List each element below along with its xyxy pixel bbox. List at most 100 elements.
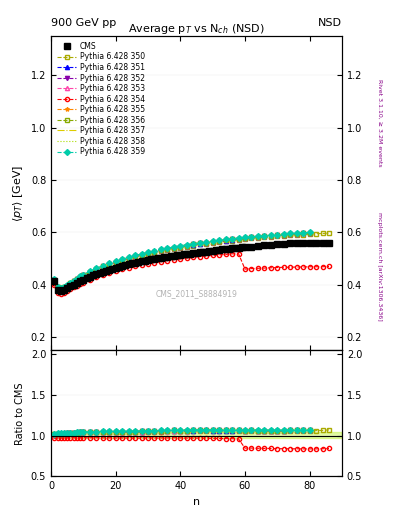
- Pythia 6.428 359: [72, 278, 76, 284]
- Pythia 6.428 359: [230, 236, 234, 242]
- Pythia 6.428 351: [223, 238, 228, 244]
- Pythia 6.428 353: [178, 244, 183, 250]
- Pythia 6.428 358: [301, 230, 305, 236]
- Pythia 6.428 351: [262, 233, 267, 240]
- Pythia 6.428 350: [146, 251, 151, 257]
- Pythia 6.428 359: [94, 265, 99, 271]
- Pythia 6.428 355: [101, 263, 105, 269]
- Pythia 6.428 351: [59, 286, 63, 292]
- Pythia 6.428 359: [171, 244, 176, 250]
- Pythia 6.428 359: [101, 263, 105, 269]
- Pythia 6.428 352: [230, 237, 234, 243]
- Pythia 6.428 359: [275, 231, 280, 238]
- Pythia 6.428 355: [59, 286, 63, 292]
- Pythia 6.428 356: [52, 276, 57, 283]
- Pythia 6.428 359: [107, 260, 112, 266]
- Pythia 6.428 351: [165, 246, 170, 252]
- Pythia 6.428 356: [72, 278, 76, 284]
- Pythia 6.428 351: [126, 255, 131, 262]
- Pythia 6.428 354: [230, 251, 234, 257]
- CMS: [133, 260, 138, 266]
- Pythia 6.428 350: [72, 278, 76, 284]
- Pythia 6.428 350: [223, 238, 228, 244]
- CMS: [288, 240, 292, 246]
- Pythia 6.428 355: [223, 237, 228, 243]
- Pythia 6.428 353: [113, 259, 118, 265]
- Pythia 6.428 356: [236, 236, 241, 242]
- Pythia 6.428 359: [159, 246, 163, 252]
- Y-axis label: Ratio to CMS: Ratio to CMS: [15, 382, 25, 444]
- Pythia 6.428 356: [178, 244, 183, 250]
- Pythia 6.428 353: [94, 266, 99, 272]
- Pythia 6.428 354: [78, 281, 83, 287]
- Pythia 6.428 355: [68, 280, 73, 286]
- Pythia 6.428 351: [113, 259, 118, 265]
- Pythia 6.428 352: [107, 261, 112, 267]
- Pythia 6.428 351: [294, 230, 299, 237]
- Pythia 6.428 356: [55, 284, 60, 290]
- Pythia 6.428 357: [81, 272, 86, 278]
- Pythia 6.428 353: [72, 279, 76, 285]
- Pythia 6.428 353: [88, 269, 92, 275]
- Pythia 6.428 357: [275, 232, 280, 238]
- X-axis label: n: n: [193, 497, 200, 506]
- Pythia 6.428 354: [217, 252, 222, 258]
- Line: Pythia 6.428 359: Pythia 6.428 359: [52, 230, 312, 290]
- Pythia 6.428 351: [255, 234, 260, 240]
- Pythia 6.428 350: [52, 276, 57, 283]
- Text: 900 GeV pp: 900 GeV pp: [51, 18, 116, 28]
- Pythia 6.428 351: [52, 277, 57, 283]
- Pythia 6.428 351: [107, 261, 112, 267]
- Pythia 6.428 351: [152, 249, 157, 255]
- Pythia 6.428 356: [262, 233, 267, 240]
- Pythia 6.428 356: [59, 286, 63, 292]
- Pythia 6.428 352: [72, 279, 76, 285]
- Pythia 6.428 357: [65, 282, 70, 288]
- Pythia 6.428 351: [281, 232, 286, 238]
- Pythia 6.428 351: [236, 236, 241, 242]
- CMS: [107, 267, 112, 273]
- Pythia 6.428 359: [55, 284, 60, 290]
- Pythia 6.428 355: [242, 234, 247, 241]
- Line: Pythia 6.428 356: Pythia 6.428 356: [52, 231, 312, 291]
- Pythia 6.428 354: [52, 282, 57, 288]
- Pythia 6.428 355: [178, 243, 183, 249]
- Pythia 6.428 356: [268, 233, 273, 239]
- Pythia 6.428 350: [255, 235, 260, 241]
- Pythia 6.428 354: [120, 266, 125, 272]
- Pythia 6.428 354: [159, 259, 163, 265]
- Pythia 6.428 352: [255, 234, 260, 240]
- Pythia 6.428 355: [171, 244, 176, 250]
- Pythia 6.428 353: [223, 237, 228, 243]
- Pythia 6.428 353: [78, 274, 83, 281]
- Pythia 6.428 352: [191, 241, 196, 247]
- Pythia 6.428 359: [223, 237, 228, 243]
- Pythia 6.428 354: [68, 286, 73, 292]
- Pythia 6.428 356: [159, 247, 163, 253]
- Pythia 6.428 359: [255, 233, 260, 239]
- Pythia 6.428 355: [78, 274, 83, 280]
- Pythia 6.428 352: [94, 266, 99, 272]
- Pythia 6.428 350: [327, 230, 331, 236]
- Line: Pythia 6.428 354: Pythia 6.428 354: [52, 251, 331, 296]
- Pythia 6.428 358: [55, 284, 60, 290]
- Pythia 6.428 354: [65, 288, 70, 294]
- Pythia 6.428 359: [139, 251, 144, 257]
- Pythia 6.428 352: [81, 272, 86, 279]
- Pythia 6.428 355: [262, 233, 267, 239]
- Y-axis label: $\langle p_T \rangle$ [GeV]: $\langle p_T \rangle$ [GeV]: [11, 164, 25, 222]
- Pythia 6.428 350: [242, 236, 247, 242]
- Pythia 6.428 350: [55, 284, 60, 290]
- Pythia 6.428 350: [75, 276, 79, 282]
- Pythia 6.428 356: [62, 284, 66, 290]
- Pythia 6.428 350: [294, 232, 299, 238]
- Pythia 6.428 354: [307, 264, 312, 270]
- Pythia 6.428 357: [184, 242, 189, 248]
- Pythia 6.428 357: [281, 231, 286, 238]
- Pythia 6.428 356: [68, 280, 73, 286]
- Pythia 6.428 356: [152, 248, 157, 254]
- Pythia 6.428 358: [165, 245, 170, 251]
- Pythia 6.428 350: [81, 272, 86, 279]
- Pythia 6.428 356: [301, 230, 305, 237]
- Pythia 6.428 355: [191, 241, 196, 247]
